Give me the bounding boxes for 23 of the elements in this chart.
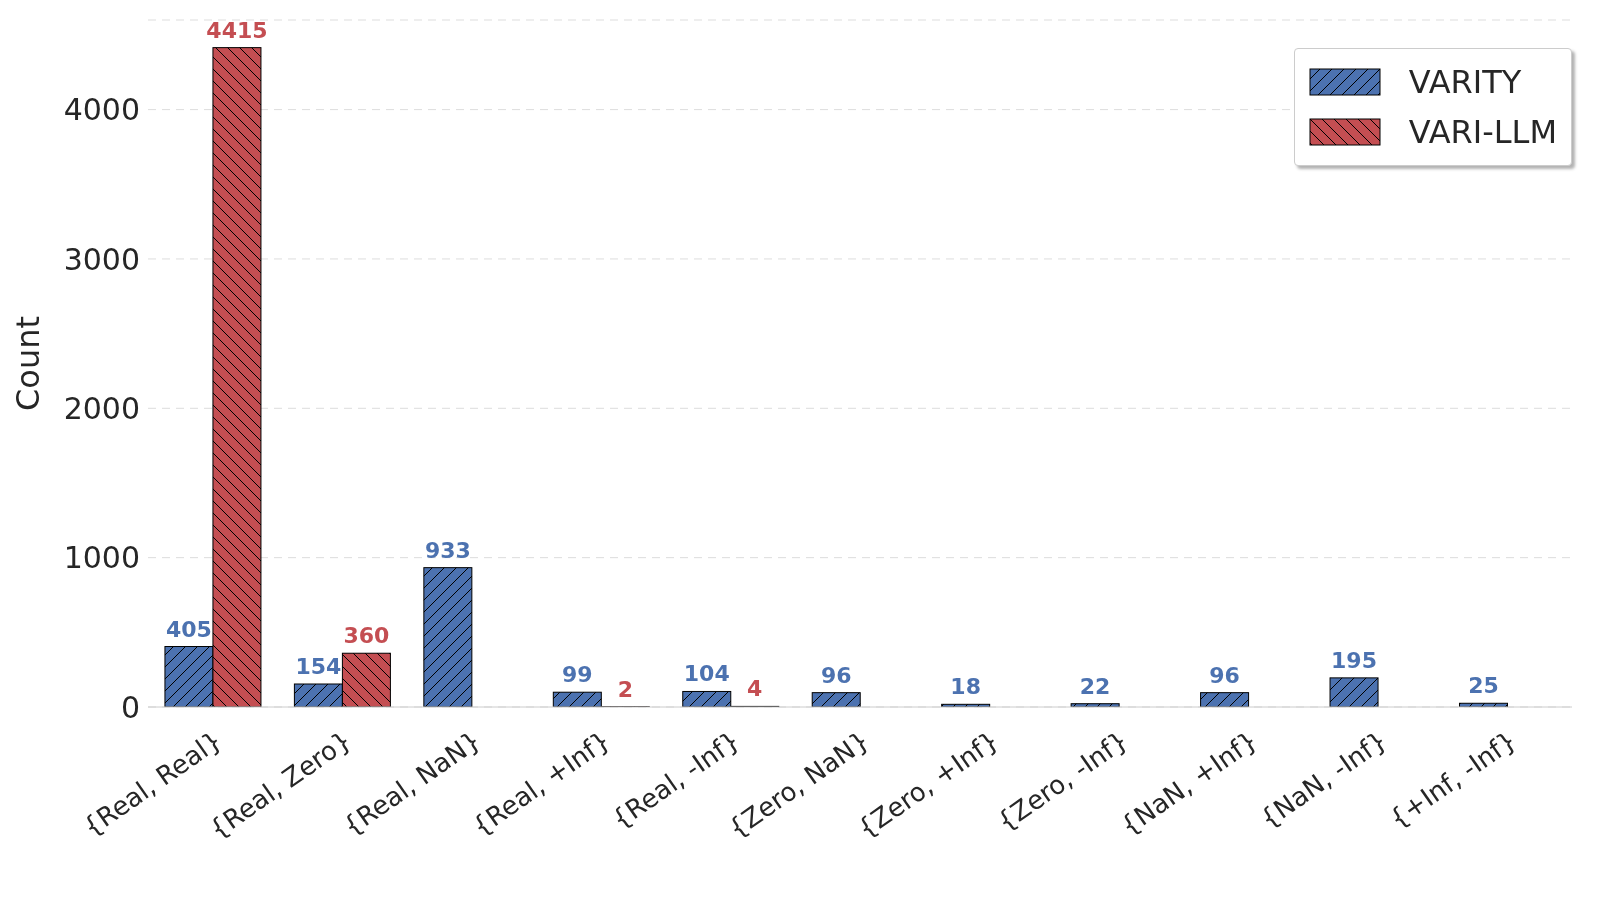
data-label: 99	[562, 662, 593, 688]
data-label: 25	[1468, 673, 1499, 699]
data-label: 22	[1079, 673, 1111, 699]
data-label: 4415	[206, 17, 268, 43]
data-label: 96	[1209, 662, 1240, 688]
y-tick-label: 1000	[63, 540, 140, 576]
data-label: 4	[747, 676, 763, 702]
y-tick-label: 3000	[63, 241, 140, 277]
y-axis-title: Count	[9, 315, 48, 412]
data-label: 96	[820, 662, 852, 688]
data-label: 104	[683, 661, 730, 687]
y-tick-label: 0	[120, 689, 140, 725]
data-label: 154	[295, 654, 342, 679]
data-label: 195	[1331, 647, 1378, 673]
legend-label: VARITY	[1408, 63, 1522, 101]
legend-label: VARI-LLM	[1408, 113, 1557, 151]
data-label: 933	[424, 537, 471, 563]
data-label: 405	[165, 616, 212, 642]
y-tick-label: 4000	[63, 92, 140, 128]
y-tick-label: 2000	[63, 390, 140, 426]
data-label: 360	[343, 623, 390, 649]
data-label: 18	[950, 674, 981, 700]
data-label: 2	[617, 676, 633, 702]
